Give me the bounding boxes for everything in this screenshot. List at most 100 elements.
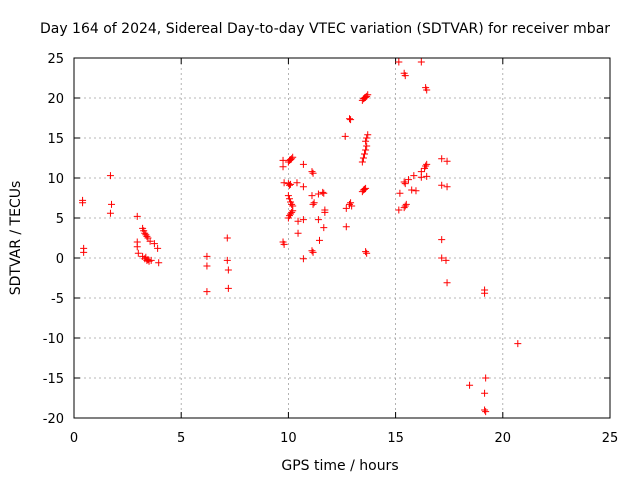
data-point	[423, 86, 431, 94]
data-point	[362, 137, 370, 145]
data-point	[154, 244, 162, 252]
data-point	[279, 163, 287, 171]
x-tick-label: 15	[387, 431, 404, 446]
data-point	[438, 236, 446, 244]
data-point	[362, 146, 370, 154]
data-point	[417, 58, 425, 66]
data-point	[347, 199, 355, 207]
axis-ticks: 0 5 10 15 20 25 -20 -15 -10 -5 0 5 10 15 20 25	[43, 52, 619, 446]
data-point	[294, 217, 302, 225]
data-point	[108, 200, 116, 208]
data-point	[417, 168, 425, 176]
data-point	[319, 188, 327, 196]
y-tick-label: 10	[47, 172, 64, 187]
data-point	[320, 224, 328, 232]
data-point	[443, 157, 451, 165]
data-point	[280, 179, 288, 187]
data-point	[308, 192, 316, 200]
data-point	[400, 178, 408, 186]
data-point	[361, 150, 369, 158]
data-point	[466, 381, 474, 389]
x-tick-label: 25	[602, 431, 619, 446]
data-point	[133, 243, 141, 251]
x-tick-label: 20	[495, 431, 512, 446]
data-point	[299, 216, 307, 224]
data-point	[442, 256, 450, 264]
data-point	[395, 206, 403, 214]
data-point	[308, 168, 316, 176]
data-point	[299, 183, 307, 191]
data-point	[412, 187, 420, 195]
data-point	[146, 237, 154, 245]
data-point	[289, 207, 297, 215]
data-point	[410, 172, 418, 180]
data-point	[150, 240, 158, 248]
data-point	[309, 169, 317, 177]
data-point	[443, 183, 451, 191]
x-tick-label: 0	[70, 431, 78, 446]
data-point	[80, 248, 88, 256]
data-point	[364, 91, 372, 99]
data-points	[79, 58, 522, 416]
data-point	[481, 289, 489, 297]
data-point	[401, 202, 409, 210]
data-point	[134, 249, 142, 257]
data-point	[293, 179, 301, 187]
data-point	[315, 236, 323, 244]
data-point	[299, 160, 307, 168]
data-point	[482, 408, 490, 416]
data-point	[106, 209, 114, 217]
data-point	[396, 189, 404, 197]
data-point	[362, 184, 370, 192]
data-point	[309, 200, 317, 208]
data-point	[438, 181, 446, 189]
y-tick-label: -20	[43, 412, 64, 427]
data-point	[309, 248, 317, 256]
data-point	[342, 223, 350, 231]
data-point	[288, 155, 296, 163]
data-point	[314, 190, 322, 198]
data-point	[299, 255, 307, 263]
x-tick-label: 10	[280, 431, 297, 446]
data-point	[203, 288, 211, 296]
data-point	[400, 204, 408, 212]
data-point	[285, 181, 293, 189]
data-point	[359, 154, 367, 162]
y-tick-label: 0	[56, 252, 64, 267]
data-point	[79, 199, 87, 207]
data-point	[310, 199, 318, 207]
data-point	[308, 247, 316, 255]
data-point	[423, 172, 431, 180]
data-point	[341, 132, 349, 140]
data-point	[346, 115, 354, 123]
data-point	[143, 232, 151, 240]
y-tick-label: 5	[56, 212, 64, 227]
y-tick-label: 25	[47, 52, 64, 67]
data-point	[147, 256, 155, 264]
data-point	[320, 189, 328, 197]
data-point	[422, 162, 430, 170]
data-point	[348, 202, 356, 210]
plot-frame	[73, 57, 611, 419]
data-point	[408, 186, 416, 194]
data-point	[438, 155, 446, 163]
x-tick-label: 5	[177, 431, 185, 446]
y-tick-label: -5	[51, 292, 64, 307]
data-point	[133, 212, 141, 220]
data-point	[224, 284, 232, 292]
data-point	[155, 259, 163, 267]
data-point	[364, 131, 372, 139]
chart-title: Day 164 of 2024, Sidereal Day-to-day VTE…	[40, 21, 610, 37]
data-point	[363, 249, 371, 257]
data-point	[401, 180, 409, 188]
data-point	[443, 279, 451, 287]
data-point	[314, 216, 322, 224]
y-tick-label: -10	[43, 332, 64, 347]
data-point	[404, 176, 412, 184]
data-point	[481, 389, 489, 397]
data-point	[395, 58, 403, 66]
data-point	[289, 153, 297, 161]
data-point	[347, 116, 355, 124]
data-point	[288, 200, 296, 208]
